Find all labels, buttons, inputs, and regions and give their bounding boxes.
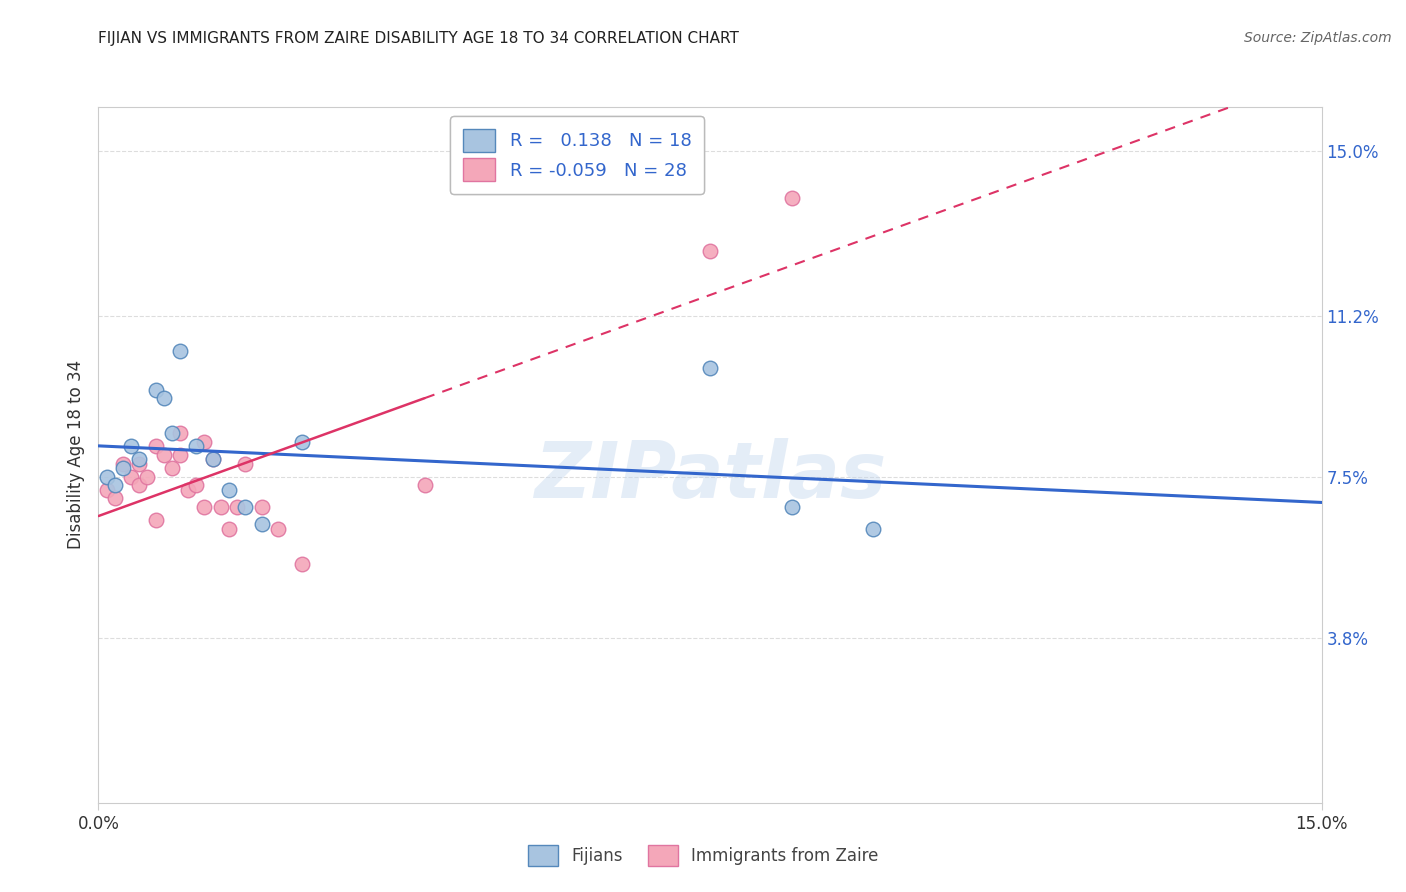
Point xyxy=(145,439,167,453)
Point xyxy=(413,478,436,492)
Point xyxy=(169,426,191,441)
Point xyxy=(169,448,191,462)
Point xyxy=(209,500,232,514)
Point xyxy=(96,469,118,483)
Point xyxy=(193,434,215,449)
Point xyxy=(120,439,142,453)
Point xyxy=(111,457,134,471)
Point xyxy=(218,522,240,536)
Point xyxy=(145,513,167,527)
Point xyxy=(250,517,273,532)
Point xyxy=(201,452,224,467)
Point xyxy=(291,557,314,571)
Point xyxy=(160,426,183,441)
Text: ZIPatlas: ZIPatlas xyxy=(534,438,886,514)
Point xyxy=(291,434,314,449)
Point xyxy=(218,483,240,497)
Point xyxy=(136,469,159,483)
Point xyxy=(233,500,256,514)
Point xyxy=(177,483,200,497)
Point xyxy=(186,478,208,492)
Text: Source: ZipAtlas.com: Source: ZipAtlas.com xyxy=(1244,31,1392,45)
Point xyxy=(780,191,803,205)
Point xyxy=(120,469,142,483)
Point xyxy=(104,478,127,492)
Point xyxy=(152,392,174,406)
Point xyxy=(128,478,150,492)
Point xyxy=(862,522,884,536)
Point xyxy=(160,461,183,475)
Point xyxy=(104,491,127,506)
Point xyxy=(152,448,174,462)
Point xyxy=(250,500,273,514)
Y-axis label: Disability Age 18 to 34: Disability Age 18 to 34 xyxy=(66,360,84,549)
Point xyxy=(111,461,134,475)
Point xyxy=(96,483,118,497)
Point xyxy=(233,457,256,471)
Point xyxy=(169,343,191,358)
Legend: Fijians, Immigrants from Zaire: Fijians, Immigrants from Zaire xyxy=(519,837,887,875)
Point xyxy=(193,500,215,514)
Legend: R =   0.138   N = 18, R = -0.059   N = 28: R = 0.138 N = 18, R = -0.059 N = 28 xyxy=(450,116,704,194)
Point xyxy=(186,439,208,453)
Point xyxy=(267,522,290,536)
Point xyxy=(128,457,150,471)
Text: FIJIAN VS IMMIGRANTS FROM ZAIRE DISABILITY AGE 18 TO 34 CORRELATION CHART: FIJIAN VS IMMIGRANTS FROM ZAIRE DISABILI… xyxy=(98,31,740,46)
Point xyxy=(699,360,721,375)
Point xyxy=(780,500,803,514)
Point xyxy=(201,452,224,467)
Point xyxy=(128,452,150,467)
Point xyxy=(699,244,721,258)
Point xyxy=(145,383,167,397)
Point xyxy=(226,500,249,514)
